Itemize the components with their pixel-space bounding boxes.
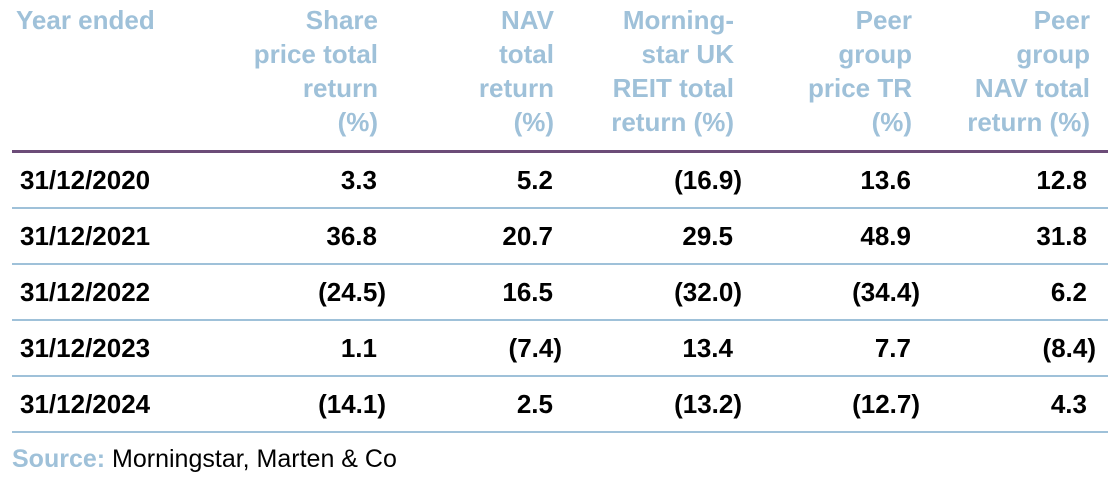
cell-nav-return: 5.2 [394,151,572,209]
cell-value: (8.4) [1042,332,1096,363]
cell-value: 4.3 [1050,388,1087,419]
header-line: (%) [513,107,554,137]
header-line: group [838,39,912,69]
cell-value: 2.5 [516,388,553,419]
cell-peer-nav-return: (8.4) [928,320,1108,377]
header-line: price TR [807,73,912,103]
cell-value: (34.4) [852,276,920,307]
source-note: Source: Morningstar, Marten & Co [12,445,397,474]
cell-value: (13.2) [674,388,742,419]
header-line: return [302,73,378,103]
row-year: 31/12/2024 [12,376,212,433]
header-line: Morning- [622,5,734,35]
cell-peer-nav-return: 4.3 [928,376,1108,433]
performance-table: Year ended Share price total return (%) … [12,0,1108,433]
cell-share-price-return: 36.8 [212,208,394,265]
cell-peer-price-tr: 13.6 [750,151,928,209]
table-header: Year ended Share price total return (%) … [12,0,1108,153]
cell-value: 12.8 [1036,164,1087,195]
header-morningstar-uk-reit-total-return: Morning- star UK REIT total return (%) [572,0,750,153]
cell-share-price-return: 3.3 [212,151,394,209]
header-line: return (%) [967,107,1090,137]
cell-value: 3.3 [340,164,377,195]
source-text: Morningstar, Marten & Co [112,445,397,473]
table-row: 31/12/2021 36.8 20.7 29.5 48.9 31.8 [12,208,1108,265]
table-body: 31/12/2020 3.3 5.2 (16.9) 13.6 12.8 31/1… [12,151,1108,433]
header-line: price total [253,39,378,69]
header-line: group [1016,39,1090,69]
cell-nav-return: (7.4) [394,320,572,377]
cell-value: 20.7 [502,220,553,251]
cell-reit-return: 13.4 [572,320,750,377]
header-line: return [478,73,554,103]
cell-value: 1.1 [340,332,377,363]
cell-peer-price-tr: (34.4) [750,264,928,321]
header-line: Share [305,5,378,35]
cell-value: 13.4 [682,332,733,363]
table-row: 31/12/2020 3.3 5.2 (16.9) 13.6 12.8 [12,151,1108,209]
header-line: (%) [337,107,378,137]
cell-value: (24.5) [318,276,386,307]
cell-nav-return: 20.7 [394,208,572,265]
header-line: NAV [501,5,554,35]
cell-reit-return: (32.0) [572,264,750,321]
cell-nav-return: 16.5 [394,264,572,321]
header-peer-group-price-tr: Peer group price TR (%) [750,0,928,153]
cell-peer-price-tr: (12.7) [750,376,928,433]
header-line: total [499,39,554,69]
cell-value: 48.9 [860,220,911,251]
cell-value: (32.0) [674,276,742,307]
row-year: 31/12/2021 [12,208,212,265]
cell-value: 36.8 [326,220,377,251]
header-peer-group-nav-total-return: Peer group NAV total return (%) [928,0,1108,153]
cell-peer-nav-return: 12.8 [928,151,1108,209]
header-line: REIT total [612,73,734,103]
cell-reit-return: 29.5 [572,208,750,265]
cell-peer-nav-return: 31.8 [928,208,1108,265]
cell-value: 31.8 [1036,220,1087,251]
cell-value: 16.5 [502,276,553,307]
table-row: 31/12/2022 (24.5) 16.5 (32.0) (34.4) 6.2 [12,264,1108,321]
source-label: Source: [12,445,106,473]
cell-value: (7.4) [508,332,562,363]
header-nav-total-return: NAV total return (%) [394,0,572,153]
cell-reit-return: (16.9) [572,151,750,209]
cell-value: (16.9) [674,164,742,195]
header-line: Peer [855,5,912,35]
cell-share-price-return: (14.1) [212,376,394,433]
row-year: 31/12/2023 [12,320,212,377]
header-row: Year ended Share price total return (%) … [12,0,1108,153]
cell-value: 29.5 [682,220,733,251]
row-year: 31/12/2020 [12,151,212,209]
cell-value: (12.7) [852,388,920,419]
header-line: Year ended [16,5,155,35]
header-line: NAV total [974,73,1090,103]
cell-value: 13.6 [860,164,911,195]
row-year: 31/12/2022 [12,264,212,321]
cell-nav-return: 2.5 [394,376,572,433]
cell-value: 6.2 [1050,276,1087,307]
cell-value: (14.1) [318,388,386,419]
header-line: return (%) [611,107,734,137]
cell-value: 5.2 [516,164,553,195]
cell-reit-return: (13.2) [572,376,750,433]
table-row: 31/12/2024 (14.1) 2.5 (13.2) (12.7) 4.3 [12,376,1108,433]
cell-value: 7.7 [874,332,911,363]
cell-peer-price-tr: 7.7 [750,320,928,377]
cell-peer-nav-return: 6.2 [928,264,1108,321]
cell-peer-price-tr: 48.9 [750,208,928,265]
header-share-price-total-return: Share price total return (%) [212,0,394,153]
cell-share-price-return: 1.1 [212,320,394,377]
cell-share-price-return: (24.5) [212,264,394,321]
header-year-ended: Year ended [12,0,212,153]
table-row: 31/12/2023 1.1 (7.4) 13.4 7.7 (8.4) [12,320,1108,377]
header-line: star UK [641,39,734,69]
header-line: (%) [871,107,912,137]
header-line: Peer [1033,5,1090,35]
